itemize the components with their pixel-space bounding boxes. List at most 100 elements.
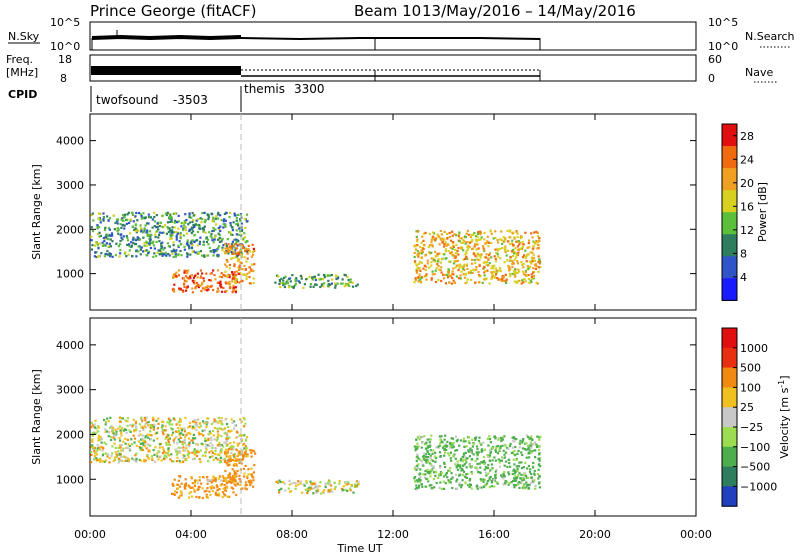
echo-cell — [90, 461, 93, 464]
echo-cell — [490, 276, 494, 279]
echo-cell — [149, 438, 152, 441]
echo-cell — [188, 492, 191, 495]
echo-cell — [202, 434, 205, 437]
echo-cell — [171, 460, 174, 463]
echo-cell — [233, 459, 236, 463]
echo-cell — [444, 250, 447, 253]
echo-cell — [234, 480, 237, 483]
echo-cell — [496, 276, 499, 280]
echo-cell — [112, 426, 115, 429]
echo-cell — [220, 240, 223, 243]
echo-cell — [195, 479, 198, 482]
echo-cell — [217, 211, 220, 214]
echo-cell — [238, 243, 241, 246]
echo-cell — [449, 275, 452, 278]
echo-cell — [288, 284, 291, 288]
echo-cell — [241, 268, 244, 271]
echo-cell — [106, 417, 109, 420]
echo-cell — [117, 450, 120, 453]
echo-cell — [322, 278, 325, 281]
echo-cell — [95, 427, 98, 430]
echo-cell — [448, 274, 451, 277]
echo-cell — [473, 245, 476, 248]
echo-cell — [162, 420, 165, 423]
echo-cell — [515, 252, 518, 255]
echo-cell — [504, 237, 507, 240]
echo-cell — [169, 220, 172, 223]
echo-cell — [221, 423, 224, 426]
echo-cell — [465, 445, 468, 448]
echo-cell — [114, 451, 117, 454]
echo-cell — [137, 440, 140, 443]
echo-cell — [229, 231, 232, 234]
echo-cell — [205, 240, 209, 244]
echo-cell — [294, 284, 297, 287]
echo-cell — [490, 271, 493, 274]
echo-cell — [206, 479, 210, 482]
echo-cell — [179, 476, 182, 479]
echo-cell — [119, 446, 122, 449]
echo-cell — [490, 256, 493, 259]
colorbar-swatch — [722, 124, 737, 147]
echo-cell — [239, 459, 242, 463]
echo-cell — [171, 482, 174, 485]
echo-cell — [446, 476, 449, 479]
echo-cell — [231, 468, 234, 471]
echo-cell — [214, 278, 217, 281]
echo-cell — [328, 480, 331, 483]
echo-cell — [462, 268, 465, 271]
echo-cell — [168, 216, 171, 219]
echo-cell — [238, 450, 241, 453]
echo-cell — [349, 489, 352, 492]
echo-cell — [496, 482, 499, 485]
echo-cell — [485, 277, 488, 280]
echo-cell — [444, 248, 447, 251]
echo-cell — [224, 263, 227, 266]
echo-cell — [419, 468, 422, 471]
echo-cell — [113, 228, 116, 231]
echo-cell — [416, 240, 419, 243]
echo-cell — [155, 431, 158, 434]
echo-cell — [210, 455, 214, 458]
echo-cell — [156, 452, 159, 455]
echo-cell — [319, 481, 322, 484]
echo-cell — [235, 223, 238, 226]
echo-cell — [443, 230, 446, 233]
echo-cell — [224, 479, 227, 482]
echo-cell — [320, 284, 323, 287]
echo-cell — [416, 253, 419, 256]
echo-cell — [222, 286, 225, 290]
echo-cell — [514, 268, 517, 271]
echo-cell — [306, 492, 309, 495]
echo-cell — [254, 452, 257, 455]
echo-cell — [220, 420, 223, 423]
echo-cell — [212, 475, 215, 478]
echo-cell — [445, 472, 448, 475]
echo-cell — [192, 441, 195, 444]
echo-cell — [430, 483, 434, 486]
echo-cell — [204, 437, 207, 440]
echo-cell — [437, 473, 441, 476]
echo-cell — [167, 230, 170, 233]
echo-cell — [472, 233, 475, 236]
echo-cell — [128, 249, 131, 252]
echo-cell — [514, 247, 517, 250]
echo-cell — [238, 461, 241, 464]
echo-cell — [511, 436, 514, 439]
echo-cell — [145, 249, 148, 252]
echo-cell — [504, 445, 507, 448]
echo-cell — [513, 270, 516, 273]
echo-cell — [490, 479, 493, 482]
echo-cell — [171, 252, 174, 255]
echo-cell — [476, 258, 479, 261]
echo-cell — [131, 213, 134, 216]
echo-cell — [222, 479, 225, 482]
echo-cell — [413, 255, 416, 259]
echo-cell — [252, 476, 255, 479]
echo-cell — [246, 220, 249, 223]
echo-cell — [173, 231, 176, 234]
echo-cell — [467, 484, 470, 487]
echo-cell — [432, 257, 435, 260]
echo-cell — [179, 446, 182, 449]
